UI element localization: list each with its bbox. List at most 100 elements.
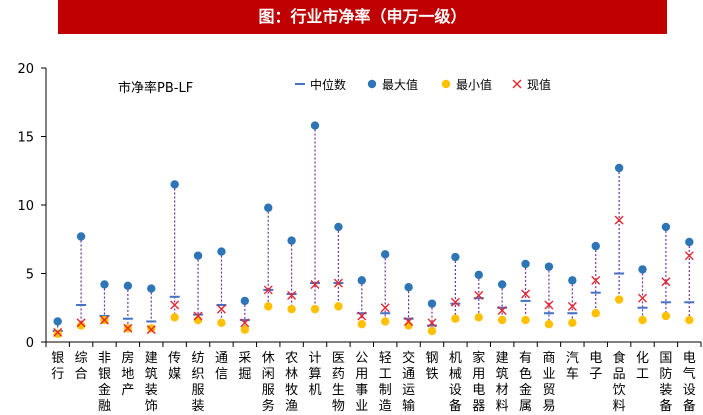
- legend-label: 现值: [527, 77, 551, 92]
- max-point: [474, 270, 483, 280]
- current-point: [567, 301, 577, 311]
- max-point: [100, 280, 109, 289]
- category-labels: 银行综合非银金融房地产建筑装饰传媒纺织服装通信采掘休闲服务农林牧渔计算机医药生物…: [51, 350, 696, 414]
- category-label: 建筑材料: [496, 351, 509, 414]
- data-marks: [52, 121, 695, 338]
- max-point: [497, 280, 507, 289]
- current-point: [193, 311, 203, 321]
- max-point: [357, 276, 367, 285]
- y-axis: 0 5 10 15 20: [17, 62, 47, 351]
- y-tick-label: 10: [17, 199, 34, 214]
- min-point: [614, 295, 624, 304]
- min-point: [404, 321, 413, 330]
- min-point: [264, 302, 273, 311]
- max-point: [193, 251, 203, 260]
- current-point: [146, 325, 156, 335]
- category-label: 家用电器: [472, 350, 485, 414]
- current-point: [450, 297, 460, 307]
- current-point: [287, 290, 297, 300]
- max-point: [427, 299, 437, 308]
- current-point: [53, 327, 63, 337]
- current-point: [240, 318, 250, 328]
- category-label: 农林牧渔: [285, 351, 298, 414]
- category-label: 纺织服装: [192, 351, 205, 414]
- y-tick-label: 5: [26, 268, 34, 283]
- y-tick-label: 20: [17, 62, 34, 77]
- current-point: [310, 279, 320, 289]
- current-point: [544, 300, 554, 310]
- max-point: [76, 232, 86, 241]
- max-point: [544, 262, 554, 271]
- current-point: [216, 304, 226, 314]
- legend-max: 最大值: [367, 77, 418, 92]
- min-point: [544, 319, 554, 329]
- category-label: 非银金融: [98, 351, 111, 414]
- current-point: [263, 285, 273, 295]
- min-point: [217, 318, 226, 328]
- category-label: 综合: [75, 351, 88, 382]
- min-point: [474, 313, 483, 322]
- current-point: [76, 318, 86, 328]
- max-point: [123, 281, 133, 291]
- max-point: [147, 284, 156, 293]
- legend-label: 最小值: [456, 77, 492, 92]
- max-point: [451, 252, 460, 262]
- category-label: 银行: [51, 351, 64, 382]
- min-point: [240, 325, 250, 334]
- chart-subtitle: 市净率PB-LF: [118, 80, 193, 96]
- min-point: [310, 304, 320, 314]
- category-label: 食品饮料: [613, 350, 626, 414]
- min-point: [53, 329, 62, 338]
- max-point: [661, 222, 671, 232]
- range-lines: [57, 125, 690, 334]
- min-point: [170, 313, 179, 322]
- category-label: 商业贸易: [542, 351, 555, 414]
- current-point: [170, 300, 180, 310]
- x-axis: [45, 341, 702, 347]
- category-label: 有色金属: [519, 351, 532, 414]
- category-label: 房地产: [121, 350, 134, 398]
- category-label: 采掘: [238, 351, 251, 382]
- max-point: [287, 236, 296, 245]
- current-point: [661, 277, 671, 287]
- max-point: [217, 247, 226, 256]
- category-label: 电气设备: [683, 351, 696, 414]
- max-point: [521, 259, 530, 269]
- max-point: [685, 237, 694, 247]
- category-label: 化工: [636, 351, 649, 382]
- min-point: [193, 315, 203, 325]
- max-point: [591, 241, 600, 251]
- max-point: [53, 317, 62, 326]
- category-label: 交通运输: [402, 350, 415, 414]
- max-point: [240, 296, 250, 306]
- min-point: [591, 309, 600, 318]
- max-point: [638, 265, 647, 274]
- min-point: [685, 315, 694, 325]
- legend-min: 最小值: [441, 77, 492, 92]
- current-point: [404, 316, 414, 326]
- legend: 中位数 最大值 最小值 现值: [295, 77, 551, 92]
- current-point: [123, 323, 133, 333]
- y-tick-label: 15: [17, 131, 34, 146]
- category-label: 休闲服务: [262, 351, 275, 414]
- legend-median: 中位数: [295, 77, 346, 92]
- chart-title: 图：行业市净率（申万一级）: [258, 7, 467, 26]
- min-point: [357, 319, 367, 329]
- max-point: [568, 276, 577, 285]
- category-label: 汽车: [566, 351, 579, 382]
- min-point: [76, 321, 86, 330]
- current-point: [591, 275, 601, 285]
- category-label: 机械设备: [449, 351, 462, 414]
- min-point: [147, 324, 156, 333]
- min-point: [661, 311, 671, 321]
- min-point: [287, 304, 296, 314]
- legend-label: 中位数: [310, 77, 346, 92]
- max-point: [264, 203, 273, 212]
- title-banner: 图：行业市净率（申万一级）: [58, 0, 667, 34]
- category-label: 钢铁: [425, 351, 438, 382]
- current-point: [357, 311, 367, 321]
- category-label: 电子: [589, 351, 602, 382]
- min-point: [334, 302, 343, 311]
- max-point: [614, 163, 624, 173]
